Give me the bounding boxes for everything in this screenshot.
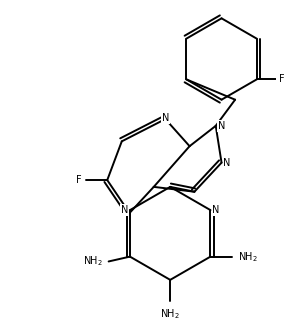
Text: N: N: [218, 121, 225, 131]
Text: NH$_2$: NH$_2$: [238, 250, 258, 263]
Text: N: N: [121, 205, 128, 215]
Text: N: N: [212, 205, 220, 215]
Text: F: F: [279, 74, 284, 84]
Text: NH$_2$: NH$_2$: [83, 255, 103, 268]
Text: F: F: [76, 175, 82, 185]
Text: NH$_2$: NH$_2$: [160, 307, 180, 321]
Text: N: N: [224, 158, 231, 168]
Text: N: N: [162, 113, 169, 123]
